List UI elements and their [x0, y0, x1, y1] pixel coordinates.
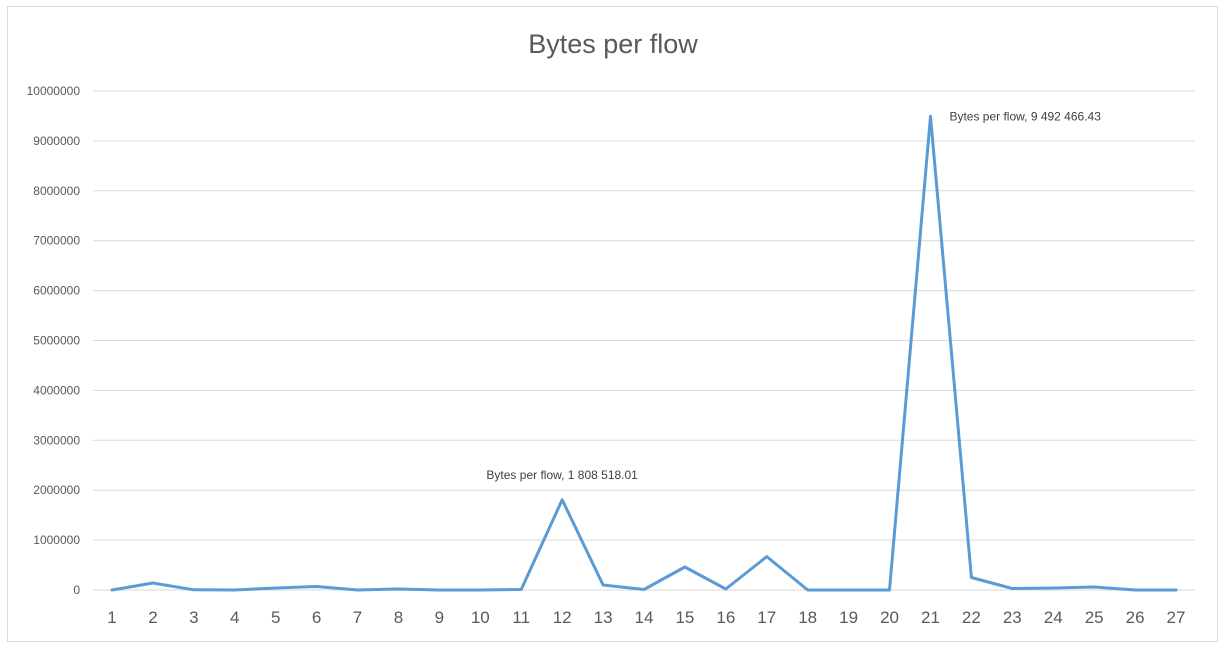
x-tick-label: 6	[312, 608, 321, 627]
x-tick-label: 14	[635, 608, 654, 627]
x-tick-label: 13	[594, 608, 613, 627]
gridlines	[93, 90, 1195, 591]
data-label: Bytes per flow, 9 492 466.43	[949, 109, 1101, 123]
y-tick-label: 10000000	[27, 84, 81, 98]
y-tick-label: 4000000	[33, 383, 80, 397]
x-tick-label: 3	[189, 608, 198, 627]
x-tick-label: 1	[107, 608, 116, 627]
series-layer	[110, 114, 1178, 592]
x-tick-label: 27	[1167, 608, 1186, 627]
x-tick-label: 24	[1044, 608, 1063, 627]
y-tick-label: 9000000	[33, 134, 80, 148]
y-tick-label: 7000000	[33, 234, 80, 248]
x-tick-label: 18	[798, 608, 817, 627]
y-tick-label: 1000000	[33, 533, 80, 547]
x-tick-label: 8	[394, 608, 403, 627]
x-tick-label: 20	[880, 608, 899, 627]
chart-title: Bytes per flow	[528, 29, 698, 59]
x-tick-label: 4	[230, 608, 239, 627]
x-tick-label: 10	[471, 608, 490, 627]
x-tick-label: 25	[1085, 608, 1104, 627]
y-tick-label: 8000000	[33, 184, 80, 198]
y-tick-label: 5000000	[33, 334, 80, 348]
chart-area: Bytes per flow 0 1000000 2000000 3000000 400…	[7, 6, 1218, 642]
x-tick-label: 7	[353, 608, 362, 627]
y-tick-label: 2000000	[33, 483, 80, 497]
y-tick-label: 3000000	[33, 433, 80, 447]
x-tick-label: 9	[435, 608, 444, 627]
x-tick-label: 12	[553, 608, 572, 627]
data-label: Bytes per flow, 1 808 518.01	[486, 468, 638, 482]
y-tick-label: 6000000	[33, 284, 80, 298]
data-labels: Bytes per flow, 1 808 518.01 Bytes per fl…	[486, 109, 1101, 481]
x-tick-label: 26	[1126, 608, 1145, 627]
x-tick-label: 19	[839, 608, 858, 627]
x-tick-label: 11	[512, 608, 530, 627]
series-line-bytes-per-flow	[110, 114, 1178, 592]
y-axis-tick-labels: 0 1000000 2000000 3000000 4000000 5000000 6000…	[27, 84, 81, 597]
x-tick-label: 23	[1003, 608, 1022, 627]
y-tick-label: 0	[73, 583, 80, 597]
x-tick-label: 15	[675, 608, 694, 627]
x-tick-label: 16	[716, 608, 735, 627]
x-tick-label: 21	[921, 608, 940, 627]
x-tick-label: 2	[148, 608, 157, 627]
x-tick-label: 22	[962, 608, 981, 627]
x-tick-label: 5	[271, 608, 280, 627]
x-tick-label: 17	[757, 608, 776, 627]
x-axis-tick-labels: 1 2 3 4 5 6 7 8 9 10 11 12 13 14 15 16 17 18 19 20 21 22 23 24 2…	[107, 608, 1185, 627]
line-chart: Bytes per flow 0 1000000 2000000 3000000 400…	[27, 29, 1195, 627]
